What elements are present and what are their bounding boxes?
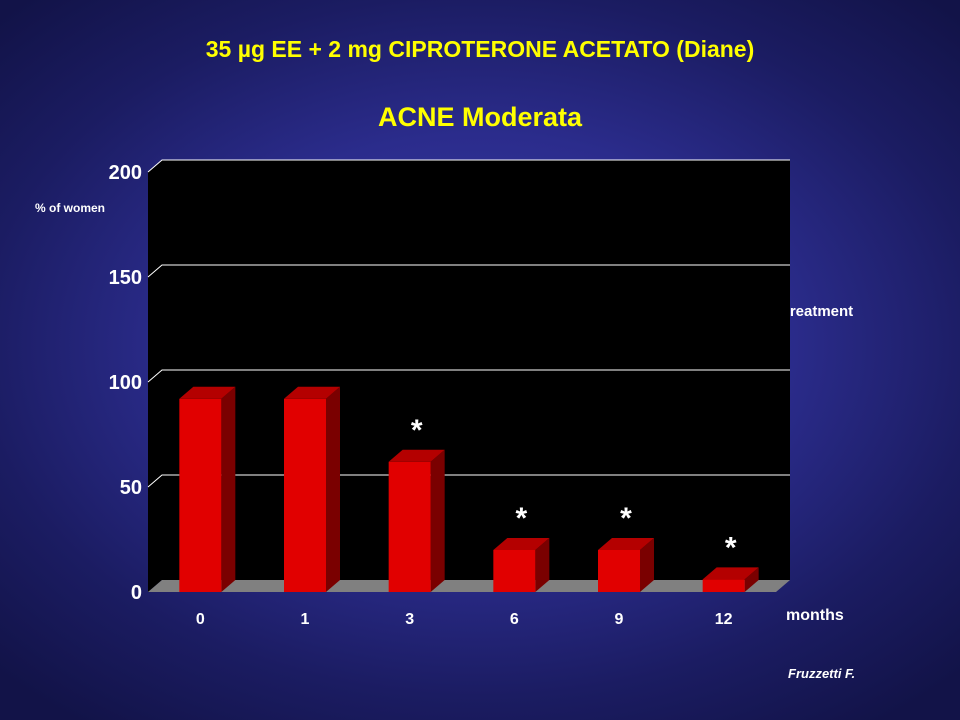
x-tick-label: 0 [196, 611, 205, 628]
gridline [147, 264, 790, 278]
y-tick-label: 0 [131, 582, 142, 604]
x-tick-label: 9 [615, 611, 624, 628]
bar [493, 550, 536, 592]
significance-marker: * [515, 502, 527, 535]
bar-side [744, 567, 759, 592]
bar-side [535, 538, 550, 592]
bar-top [388, 449, 445, 462]
y-tick-label: 50 [120, 477, 142, 499]
bar-side [221, 386, 236, 592]
y-tick-label: 200 [109, 162, 142, 184]
x-tick-label: 6 [510, 611, 519, 628]
significance-marker: * [725, 531, 737, 564]
author-credit: Fruzzetti F. [788, 666, 856, 681]
bar-top [179, 386, 236, 399]
plot-floor [148, 580, 790, 592]
y-tick-label: 150 [109, 267, 142, 289]
bar-top [702, 567, 759, 580]
bar-top [598, 538, 654, 550]
bar [598, 550, 640, 592]
gridline [147, 159, 790, 173]
chart-subtitle: ACNE Moderata [377, 102, 583, 132]
gridline [147, 474, 790, 488]
bar [179, 398, 222, 592]
bar-side [640, 538, 654, 592]
gridline [147, 369, 790, 383]
bar-side [430, 449, 445, 592]
significance-marker: * [411, 414, 423, 447]
y-axis-label: % of women [34, 201, 105, 215]
bar-top [493, 538, 550, 550]
x-tick-label: 12 [715, 611, 733, 628]
y-tick-label: 100 [109, 372, 142, 394]
bar [702, 579, 745, 592]
bar [284, 398, 326, 592]
bar-side [326, 386, 340, 592]
x-tick-label: 1 [301, 611, 310, 628]
bar-top [284, 386, 340, 399]
bar [388, 461, 431, 592]
chart-title: 35 µg EE + 2 mg CIPROTERONE ACETATO (Dia… [205, 36, 755, 62]
x-tick-label: 3 [405, 611, 414, 628]
significance-marker: * [620, 502, 632, 535]
x-axis-label: months [786, 607, 844, 624]
